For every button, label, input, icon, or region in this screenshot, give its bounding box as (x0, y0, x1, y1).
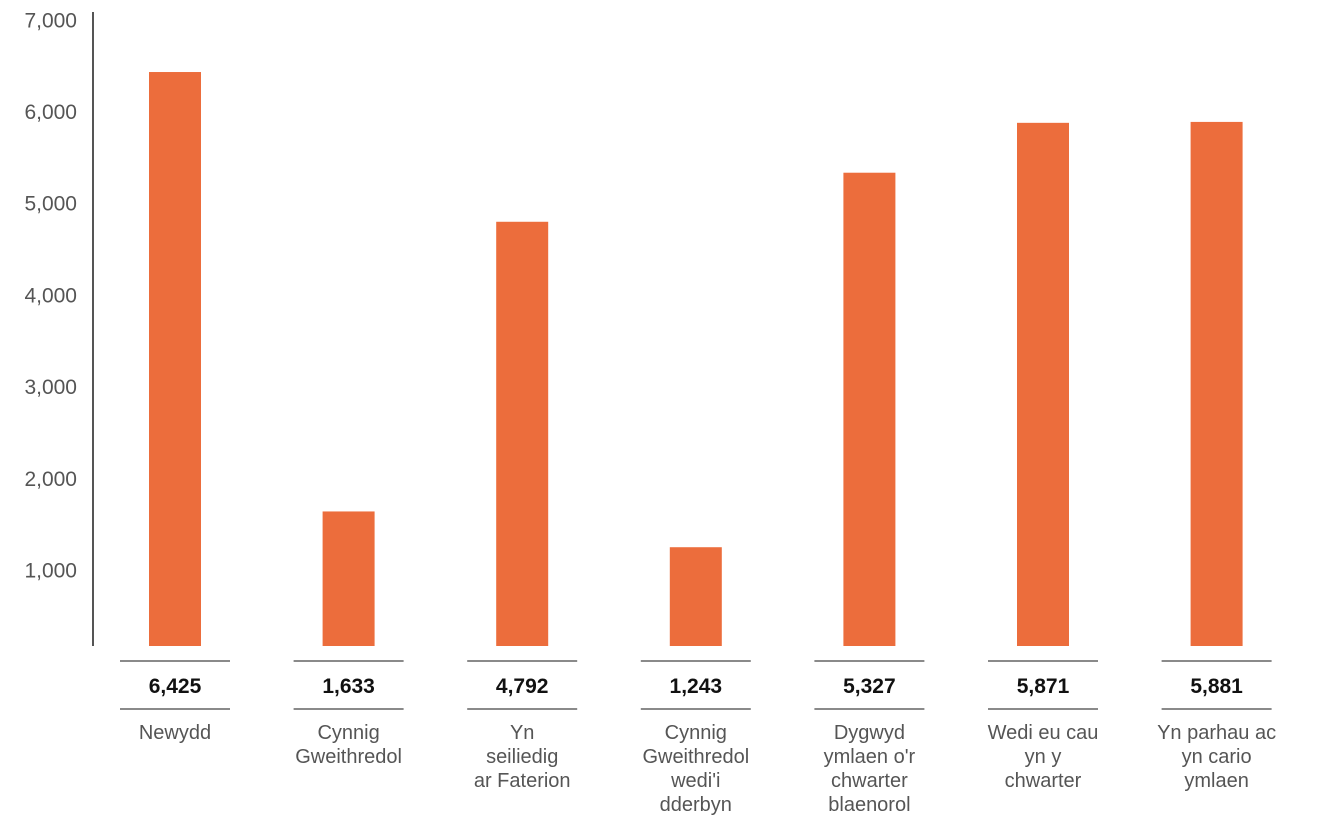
bar (1190, 121, 1243, 647)
bar (1017, 122, 1069, 647)
x-tick-label: Yn parhau ac yn cario ymlaen (1157, 722, 1276, 792)
x-tick-label: Yn seiliedig ar Faterion (474, 722, 571, 792)
bar (496, 221, 549, 646)
bar (149, 72, 201, 647)
x-tick-label: Cynnig Gweithredol (295, 722, 402, 768)
y-tick-label: 5,000 (24, 193, 77, 216)
bar (669, 547, 722, 646)
y-tick-label: 7,000 (24, 9, 77, 32)
data-label: 1,243 (670, 675, 723, 698)
y-tick-label: 3,000 (24, 376, 77, 399)
data-label: 5,871 (1017, 675, 1070, 698)
y-tick-label: 6,000 (24, 101, 77, 124)
x-tick-label: Dygwyd ymlaen o'r chwarter blaenorol (824, 722, 916, 816)
data-label: 5,327 (843, 675, 896, 698)
category-labels: Newydd Cynnig Gweithredol Yn seiliedig ar Fat… (139, 722, 1276, 816)
data-label: 5,881 (1190, 675, 1243, 698)
data-label: 1,633 (322, 675, 375, 698)
value-labels: 6,425 1,633 4,792 1,243 5,327 5,871 5,881 (120, 660, 1272, 710)
x-tick-label: Wedi eu cau yn y chwarter (988, 722, 1099, 792)
y-tick-label: 2,000 (24, 468, 77, 491)
x-tick-label: Cynnig Gweithredol wedi'i dderbyn (642, 722, 749, 816)
bars (149, 72, 1243, 647)
data-label: 4,792 (496, 675, 549, 698)
y-axis-ticks: 1,000 2,000 3,000 4,000 5,000 6,000 7,000 (24, 9, 77, 582)
bar (322, 511, 375, 646)
x-tick-label: Newydd (139, 722, 211, 744)
y-tick-label: 1,000 (24, 560, 77, 583)
y-tick-label: 4,000 (24, 284, 77, 307)
data-label: 6,425 (149, 675, 202, 698)
bar (843, 172, 896, 646)
